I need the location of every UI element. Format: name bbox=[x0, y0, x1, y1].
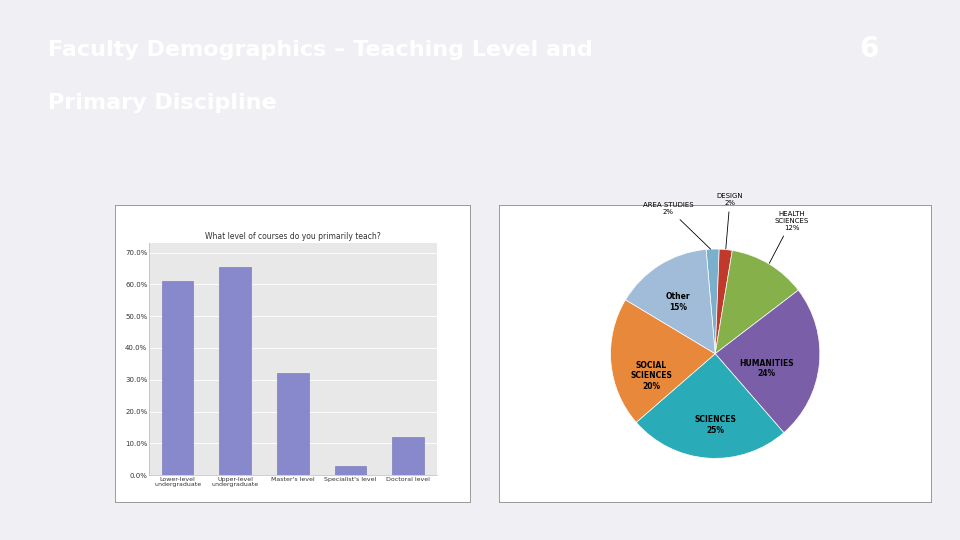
Text: SOCIAL
SCIENCES
20%: SOCIAL SCIENCES 20% bbox=[631, 361, 672, 391]
Text: Faculty Demographics – Teaching Level and: Faculty Demographics – Teaching Level an… bbox=[48, 40, 592, 60]
Wedge shape bbox=[636, 354, 784, 458]
Wedge shape bbox=[715, 249, 732, 354]
Bar bbox=[219, 267, 252, 475]
Text: AREA STUDIES
2%: AREA STUDIES 2% bbox=[643, 202, 710, 249]
Title: What level of courses do you primarily teach?: What level of courses do you primarily t… bbox=[204, 232, 381, 241]
Wedge shape bbox=[715, 290, 820, 433]
Text: HEALTH
SCIENCES
12%: HEALTH SCIENCES 12% bbox=[769, 211, 808, 264]
Wedge shape bbox=[626, 249, 715, 354]
Text: SCIENCES
25%: SCIENCES 25% bbox=[694, 415, 736, 435]
Text: Primary Discipline: Primary Discipline bbox=[48, 93, 276, 113]
Wedge shape bbox=[715, 251, 799, 354]
Bar bbox=[334, 465, 367, 475]
Bar bbox=[392, 437, 423, 475]
Bar bbox=[277, 374, 309, 475]
Text: 6: 6 bbox=[859, 35, 878, 63]
Text: Other
15%: Other 15% bbox=[666, 292, 690, 312]
Bar bbox=[161, 281, 194, 475]
Wedge shape bbox=[706, 249, 719, 354]
Text: HUMANITIES
24%: HUMANITIES 24% bbox=[739, 359, 794, 378]
Polygon shape bbox=[0, 143, 960, 184]
Wedge shape bbox=[611, 300, 715, 422]
Text: DESIGN
2%: DESIGN 2% bbox=[717, 193, 743, 249]
